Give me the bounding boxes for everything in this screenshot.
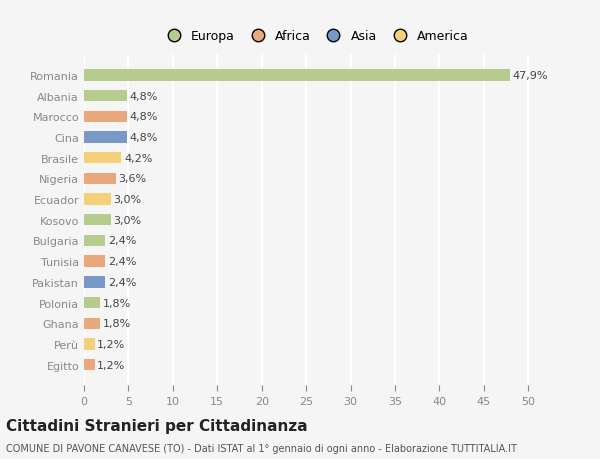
Text: 47,9%: 47,9%: [512, 71, 548, 81]
Bar: [84, 112, 127, 123]
Text: 1,2%: 1,2%: [97, 339, 125, 349]
Text: 2,4%: 2,4%: [108, 277, 136, 287]
Bar: [84, 318, 100, 329]
Text: Cittadini Stranieri per Cittadinanza: Cittadini Stranieri per Cittadinanza: [6, 418, 308, 433]
Bar: [84, 256, 106, 267]
Bar: [84, 91, 127, 102]
Text: 4,8%: 4,8%: [130, 133, 158, 143]
Text: 3,6%: 3,6%: [119, 174, 147, 184]
Bar: [84, 235, 106, 246]
Text: 4,8%: 4,8%: [130, 112, 158, 122]
Text: 4,8%: 4,8%: [130, 91, 158, 101]
Bar: [84, 194, 110, 205]
Bar: [84, 132, 127, 143]
Bar: [84, 215, 110, 226]
Bar: [84, 359, 95, 370]
Bar: [84, 174, 116, 185]
Bar: [84, 277, 106, 288]
Text: 4,2%: 4,2%: [124, 153, 152, 163]
Text: COMUNE DI PAVONE CANAVESE (TO) - Dati ISTAT al 1° gennaio di ogni anno - Elabora: COMUNE DI PAVONE CANAVESE (TO) - Dati IS…: [6, 443, 517, 453]
Bar: [84, 70, 509, 81]
Text: 3,0%: 3,0%: [113, 195, 142, 205]
Text: 2,4%: 2,4%: [108, 236, 136, 246]
Bar: [84, 339, 95, 350]
Text: 3,0%: 3,0%: [113, 215, 142, 225]
Text: 1,8%: 1,8%: [103, 319, 131, 329]
Legend: Europa, Africa, Asia, America: Europa, Africa, Asia, America: [156, 25, 474, 48]
Text: 1,2%: 1,2%: [97, 360, 125, 370]
Bar: [84, 297, 100, 308]
Bar: [84, 153, 121, 164]
Text: 2,4%: 2,4%: [108, 257, 136, 267]
Text: 1,8%: 1,8%: [103, 298, 131, 308]
